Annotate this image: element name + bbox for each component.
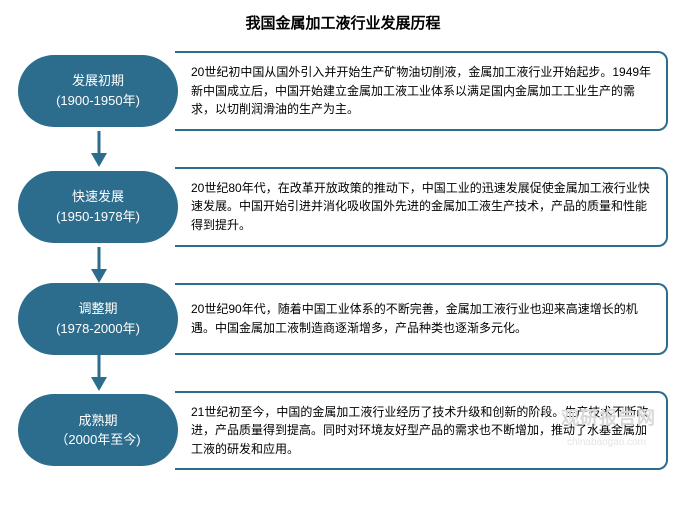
stage-desc-wrap: 21世纪初至今，中国的金属加工液行业经历了技术升级和创新的阶段。生产技术不断改进… <box>181 391 668 471</box>
arrow-connector <box>18 355 668 391</box>
stage-desc-wrap: 20世纪初中国从国外引入并开始生产矿物油切削液，金属加工液行业开始起步。1949… <box>181 51 668 131</box>
stage-box-4: 成熟期 （2000年至今) <box>18 394 178 466</box>
stage-name: 快速发展 <box>72 187 124 207</box>
stage-desc: 21世纪初至今，中国的金属加工液行业经历了技术升级和创新的阶段。生产技术不断改进… <box>191 403 652 459</box>
stage-desc-wrap: 20世纪90年代，随着中国工业体系的不断完善，金属加工液行业也迎来高速增长的机遇… <box>181 283 668 355</box>
stage-period: (1900-1950年) <box>56 91 140 111</box>
arrow-down-icon <box>90 131 108 167</box>
stage-desc: 20世纪90年代，随着中国工业体系的不断完善，金属加工液行业也迎来高速增长的机遇… <box>191 300 652 337</box>
stage-period: (1950-1978年) <box>56 207 140 227</box>
stage-desc-wrap: 20世纪80年代，在改革开放政策的推动下，中国工业的迅速发展促使金属加工液行业快… <box>181 167 668 247</box>
stage-row: 发展初期 (1900-1950年) 20世纪初中国从国外引入并开始生产矿物油切削… <box>18 51 668 131</box>
stage-box-1: 发展初期 (1900-1950年) <box>18 55 178 127</box>
arrow-connector <box>18 247 668 283</box>
stage-desc: 20世纪初中国从国外引入并开始生产矿物油切削液，金属加工液行业开始起步。1949… <box>191 63 652 119</box>
stage-row: 成熟期 （2000年至今) 21世纪初至今，中国的金属加工液行业经历了技术升级和… <box>18 391 668 471</box>
stage-period: （2000年至今) <box>55 430 140 450</box>
stage-row: 快速发展 (1950-1978年) 20世纪80年代，在改革开放政策的推动下，中… <box>18 167 668 247</box>
stage-desc: 20世纪80年代，在改革开放政策的推动下，中国工业的迅速发展促使金属加工液行业快… <box>191 179 652 235</box>
stage-name: 成熟期 <box>78 411 117 431</box>
arrow-down-icon <box>90 247 108 283</box>
arrow-connector <box>18 131 668 167</box>
stage-box-2: 快速发展 (1950-1978年) <box>18 171 178 243</box>
diagram-title: 我国金属加工液行业发展历程 <box>18 12 668 33</box>
stage-period: (1978-2000年) <box>56 319 140 339</box>
stage-row: 调整期 (1978-2000年) 20世纪90年代，随着中国工业体系的不断完善，… <box>18 283 668 355</box>
stage-box-3: 调整期 (1978-2000年) <box>18 283 178 355</box>
flow-container: 发展初期 (1900-1950年) 20世纪初中国从国外引入并开始生产矿物油切削… <box>18 51 668 470</box>
stage-name: 发展初期 <box>72 71 124 91</box>
arrow-down-icon <box>90 355 108 391</box>
stage-name: 调整期 <box>78 299 117 319</box>
